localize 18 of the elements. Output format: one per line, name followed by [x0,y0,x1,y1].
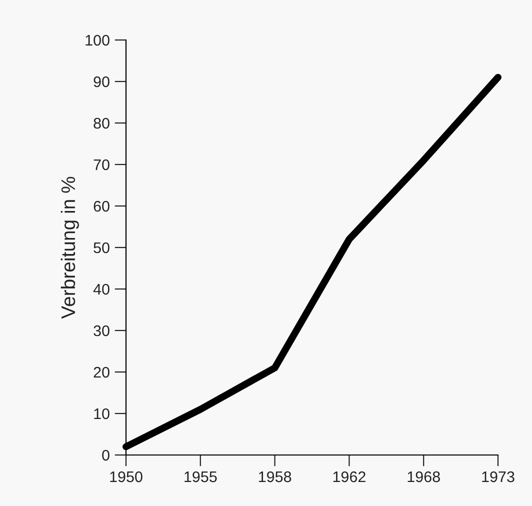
y-tick-label: 20 [94,366,110,378]
y-tick-label: 70 [94,159,110,170]
x-tick-label: 1958 [258,471,292,482]
y-tick-label: 40 [93,284,110,295]
y-tick-label: 50 [94,242,110,254]
x-tick-label: 1955 [184,471,217,482]
y-tick-label: 10 [94,408,110,420]
y-tick-label: 0 [102,450,110,461]
x-tick-label: 1973 [482,471,514,482]
y-tick-label: 60 [94,200,110,212]
y-tick-label: 90 [94,76,110,88]
y-axis-title: Verbreitung in % [60,176,79,319]
y-tick-label: 100 [86,34,110,46]
x-tick-label: 1950 [110,471,142,482]
y-tick-label: 30 [94,325,110,336]
y-tick-label: 80 [94,118,110,129]
x-tick-label: 1968 [408,471,440,482]
x-tick-label: 1962 [333,471,366,482]
